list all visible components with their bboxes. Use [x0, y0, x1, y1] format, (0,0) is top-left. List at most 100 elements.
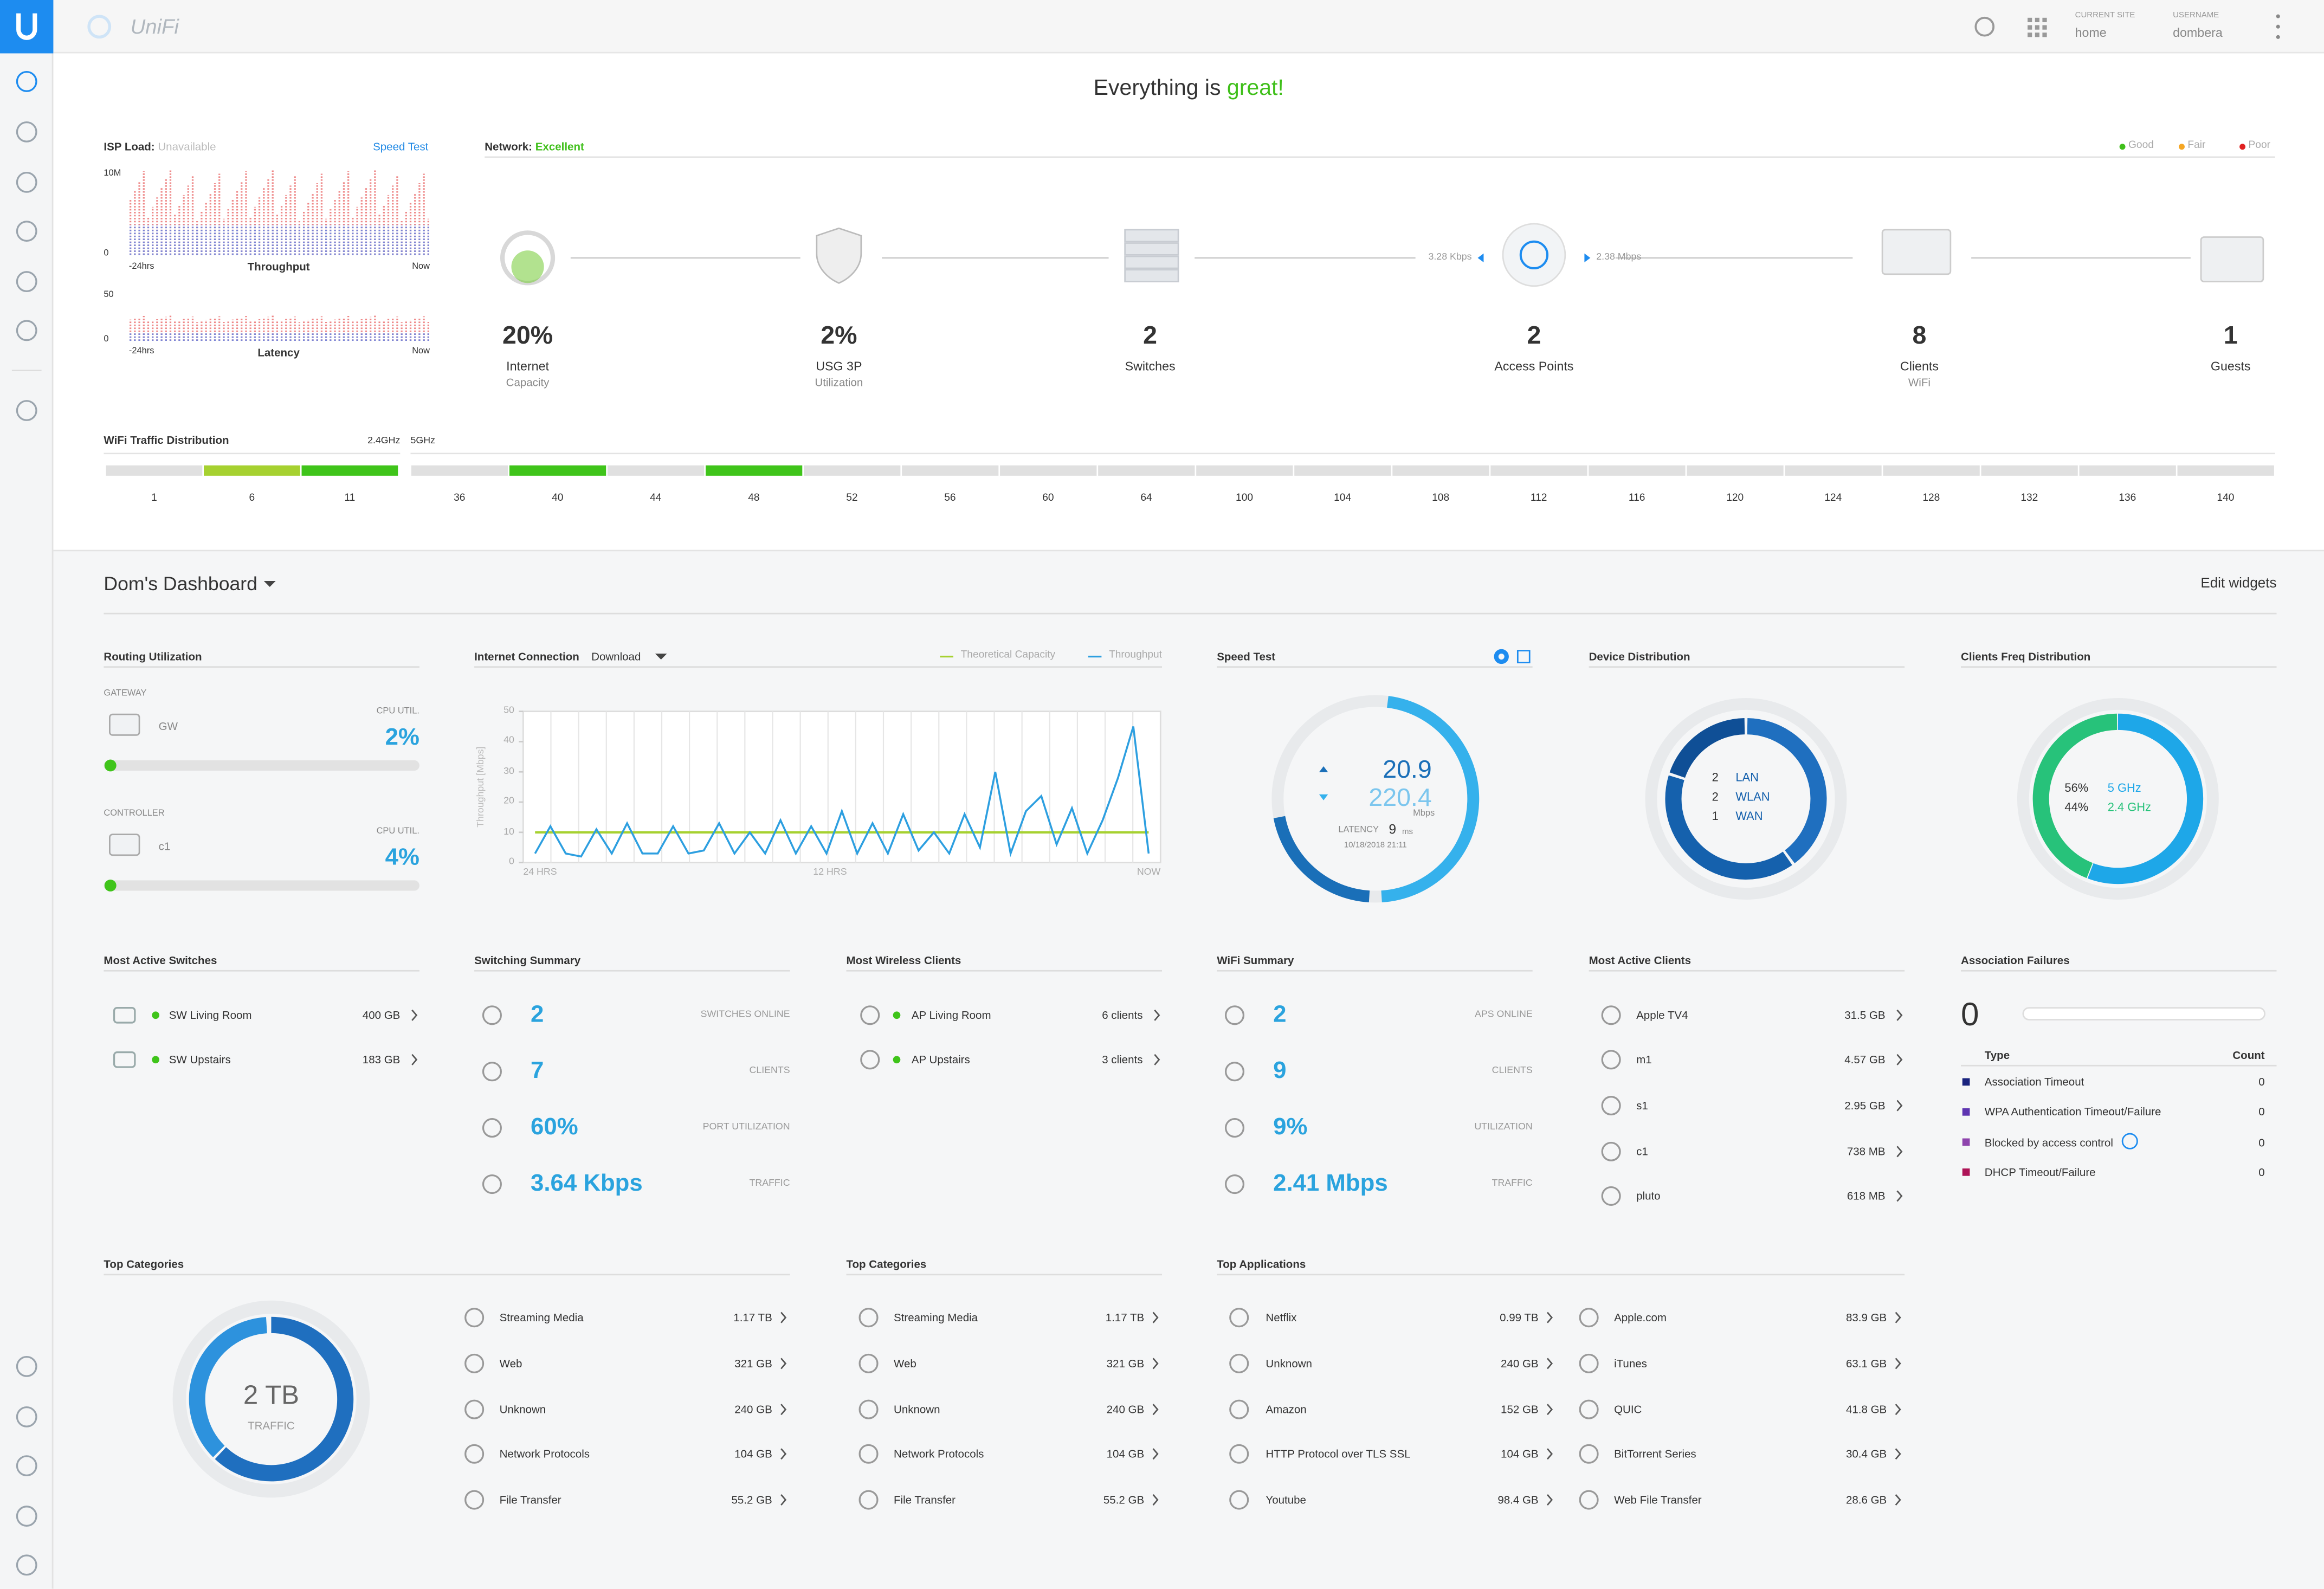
item-name[interactable]: Unknown — [1266, 1357, 1312, 1371]
channel-label: 108 — [1432, 493, 1450, 504]
widget-title: Device Distribution — [1589, 650, 1690, 663]
item-name[interactable]: Network Protocols — [499, 1447, 590, 1461]
ap-icon — [1519, 240, 1549, 270]
count: 2 — [1712, 790, 1719, 804]
item-name[interactable]: File Transfer — [894, 1493, 956, 1507]
type-swatch — [1962, 1078, 1970, 1086]
item-name[interactable]: File Transfer — [499, 1493, 561, 1507]
item-name[interactable]: SW Upstairs — [169, 1053, 231, 1067]
summary-label: PORT UTILIZATION — [702, 1122, 790, 1133]
item-name[interactable]: Youtube — [1266, 1493, 1306, 1507]
channel-bar — [1883, 465, 1980, 476]
icon — [482, 1118, 502, 1138]
item-name[interactable]: Network Protocols — [894, 1447, 984, 1461]
latency-value: 9 — [1389, 822, 1397, 837]
outer-ring — [1645, 698, 1847, 900]
item-name[interactable]: QUIC — [1614, 1403, 1642, 1417]
item-name[interactable]: BitTorrent Series — [1614, 1447, 1696, 1461]
rate: 3.28 Kbps — [1428, 252, 1472, 263]
channel-label: 132 — [2020, 493, 2038, 504]
device-name: c1 — [158, 839, 171, 853]
y-tick-label: 50 — [104, 291, 114, 300]
chevron — [1896, 1146, 1903, 1158]
item-name[interactable]: Amazon — [1266, 1403, 1307, 1417]
apps-icon — [2028, 33, 2032, 37]
metric-value: 4% — [385, 845, 419, 871]
failure-total: 0 — [1961, 996, 1979, 1033]
item-name[interactable]: s1 — [1636, 1099, 1648, 1113]
chevron — [411, 1054, 418, 1065]
y-tick-label: 0 — [509, 856, 514, 868]
channel-label: 128 — [1922, 493, 1940, 504]
item-value: 152 GB — [1501, 1403, 1539, 1417]
widget-title: Switching Summary — [474, 953, 581, 967]
channel-bar — [1294, 465, 1391, 476]
icon — [858, 1444, 879, 1464]
edit-widgets[interactable]: Edit widgets — [2200, 575, 2277, 592]
item-name[interactable]: Unknown — [894, 1403, 940, 1417]
chevron — [1896, 1100, 1903, 1112]
metric-label: CPU UTIL. — [376, 707, 419, 716]
site[interactable]: home — [2075, 25, 2107, 40]
icon — [1601, 1005, 1621, 1025]
item-name[interactable]: Web File Transfer — [1614, 1493, 1702, 1507]
icon — [464, 1353, 485, 1373]
chevron — [780, 1448, 787, 1460]
channel-label: 136 — [2119, 493, 2136, 504]
item-name[interactable]: SW Living Room — [169, 1008, 252, 1022]
item-name[interactable]: iTunes — [1614, 1357, 1647, 1371]
channel-label: 40 — [552, 493, 564, 504]
item-name[interactable]: Apple TV4 — [1636, 1008, 1688, 1022]
stat-value: 2 — [1527, 321, 1541, 350]
icon — [1229, 1308, 1249, 1328]
item-name[interactable]: Netflix — [1266, 1310, 1297, 1325]
icon — [858, 1308, 879, 1328]
channel-bar — [1392, 465, 1489, 476]
chevron — [1152, 1312, 1159, 1323]
type-swatch — [1962, 1108, 1970, 1116]
icon — [1579, 1399, 1599, 1419]
item-name[interactable]: Streaming Media — [894, 1310, 978, 1325]
item-name[interactable]: Streaming Media — [499, 1310, 584, 1325]
icon — [1579, 1308, 1599, 1328]
item-name[interactable]: AP Upstairs — [911, 1053, 970, 1067]
widget-title: Speed Test — [1217, 650, 1276, 663]
mode-select[interactable]: Download — [591, 650, 641, 663]
item-name[interactable]: pluto — [1636, 1189, 1661, 1203]
item-name[interactable]: HTTP Protocol over TLS SSL — [1266, 1447, 1411, 1461]
summary-value: 2 — [1273, 1002, 1287, 1028]
y-tick-label: 50 — [503, 705, 514, 716]
usage-dot — [104, 759, 117, 772]
channel-bar — [804, 465, 901, 476]
item-name[interactable]: Web — [894, 1357, 916, 1371]
widget-title: Routing Utilization — [104, 650, 202, 663]
icon — [1224, 1005, 1245, 1025]
item-name[interactable]: m1 — [1636, 1053, 1652, 1067]
item-name[interactable]: AP Living Room — [911, 1008, 991, 1022]
x-label: -24hrs — [128, 263, 154, 272]
stat-label: Access Points — [1494, 358, 1574, 373]
item-name[interactable]: Web — [499, 1357, 522, 1371]
icon — [464, 1444, 485, 1464]
type: WAN — [1735, 809, 1763, 823]
user[interactable]: dombera — [2173, 25, 2223, 40]
channel-label: 36 — [454, 493, 466, 504]
dropdown-arrow — [263, 581, 276, 587]
nav-icon — [16, 221, 37, 242]
speed-test-link[interactable]: Speed Test — [373, 140, 429, 154]
item-name[interactable]: Apple.com — [1614, 1310, 1667, 1325]
dashboard-title[interactable]: Dom's Dashboard — [104, 572, 257, 595]
channel-bar — [1490, 465, 1587, 476]
menu-dot — [2276, 24, 2280, 29]
item-value: 55.2 GB — [1103, 1493, 1145, 1507]
metric-value: 2% — [385, 725, 419, 751]
icon — [482, 1062, 502, 1082]
icon — [1229, 1490, 1249, 1510]
legend-label: Good — [2128, 140, 2154, 151]
item-name[interactable]: Unknown — [499, 1403, 546, 1417]
item-value: 400 GB — [362, 1008, 401, 1022]
item-name[interactable]: c1 — [1636, 1145, 1648, 1159]
widget-title: Top Categories — [104, 1257, 184, 1271]
status-highlight: great! — [1226, 75, 1284, 101]
status-text: Everything is — [1093, 75, 1221, 101]
